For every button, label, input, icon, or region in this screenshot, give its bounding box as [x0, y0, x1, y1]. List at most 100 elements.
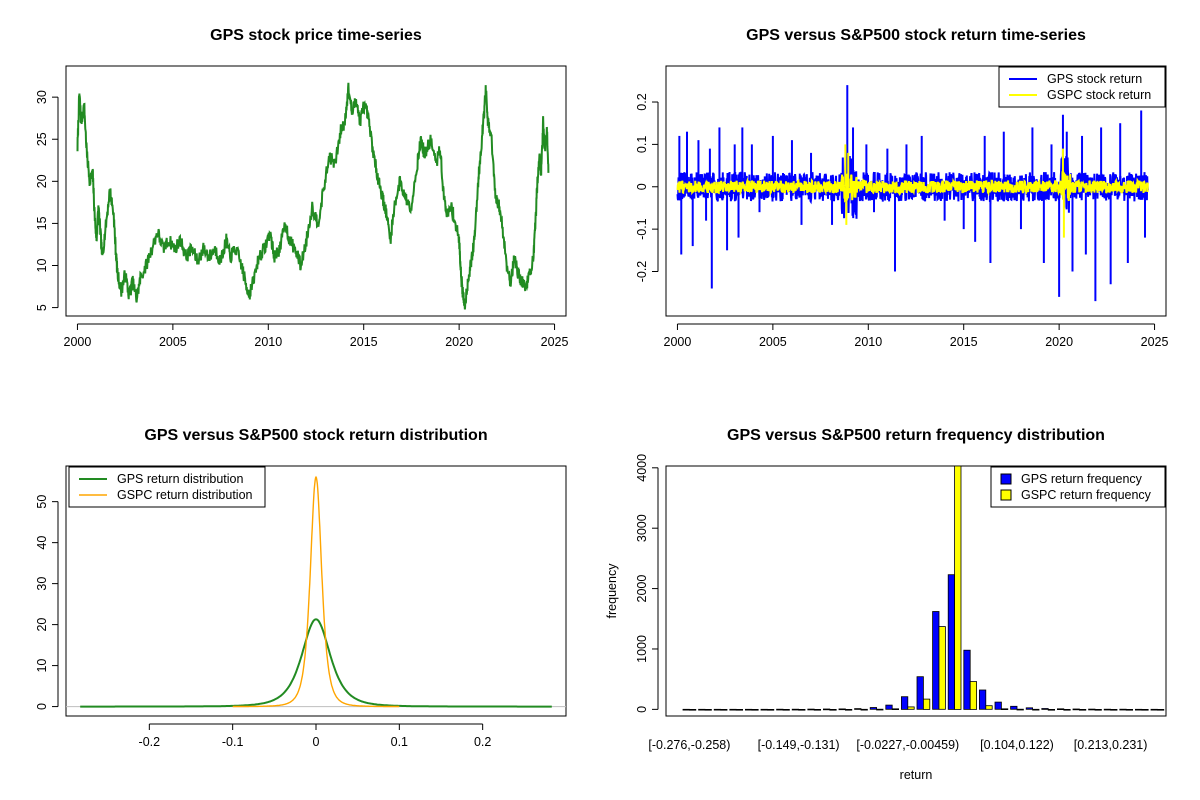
hist-bar-gps [1025, 707, 1033, 710]
y-tick-label: 0 [635, 183, 649, 190]
hist-bar-gspc [767, 709, 775, 711]
hist-bar-gspc [860, 708, 868, 711]
x-category-label: [0.213,0.231) [1074, 738, 1148, 752]
chart-panel-hist: GPS versus S&P500 return frequency distr… [605, 427, 1167, 782]
hist-bar-gps [869, 707, 878, 710]
y-tick-label: 50 [35, 495, 49, 509]
hist-bar-gspc [798, 709, 806, 711]
hist-bar-gps [1057, 708, 1065, 710]
y-tick-label: 10 [35, 258, 49, 272]
legend-box [998, 66, 1166, 108]
hist-bar-gspc [704, 709, 712, 711]
hist-bar-gps [979, 689, 987, 710]
hist-bar-gps [1150, 708, 1158, 711]
hist-bar-gspc [735, 709, 744, 711]
hist-bar-gps [1041, 708, 1049, 710]
hist-bar-gps [823, 708, 831, 711]
x-tick-label: 2015 [950, 335, 978, 349]
hist-bar-gps [1072, 708, 1080, 711]
hist-bar-gps [994, 701, 1002, 710]
hist-bar-gps [713, 708, 722, 711]
hist-bar-gspc [907, 706, 915, 710]
y-tick-label: -0.2 [635, 261, 649, 283]
y-axis-label: frequency [605, 563, 619, 619]
x-tick-label: 2010 [254, 335, 282, 349]
plot-frame [665, 65, 1167, 317]
y-tick-label: -0.1 [635, 218, 649, 240]
hist-bar-gspc [751, 709, 759, 711]
y-tick-label: 30 [35, 90, 49, 104]
y-tick-label: 5 [35, 304, 49, 311]
y-tick-label: 20 [35, 174, 49, 188]
hist-bar-gps [791, 708, 800, 711]
hist-bar-gspc [813, 709, 822, 711]
hist-bar-gps [682, 708, 690, 711]
hist-bar-gspc [720, 709, 728, 711]
x-axis-label: return [900, 768, 933, 782]
plot-frame [65, 65, 567, 317]
legend-label: GSPC stock return [1047, 88, 1151, 102]
hist-bar-gspc [938, 626, 946, 710]
hist-bar-gspc [1001, 708, 1009, 710]
hist-bar-gps [916, 676, 924, 710]
x-tick-label: 2000 [64, 335, 92, 349]
y-tick-label: 1000 [635, 635, 649, 663]
legend-label: GPS return frequency [1021, 472, 1143, 486]
y-tick-label: 10 [35, 659, 49, 673]
density-line-gspc [232, 475, 400, 708]
y-tick-label: 0 [35, 703, 49, 710]
hist-bar-gps [776, 708, 784, 711]
x-category-label: [-0.149,-0.131) [758, 738, 840, 752]
density-line-gps [80, 618, 552, 708]
x-tick-label: 2010 [854, 335, 882, 349]
hist-bar-gspc [969, 681, 978, 710]
hist-bar-gps [963, 649, 971, 710]
hist-bar-gspc [782, 709, 790, 711]
hist-bar-gspc [923, 698, 931, 710]
legend-box [990, 466, 1166, 508]
hist-bar-gspc [1032, 708, 1040, 711]
chart-title: GPS versus S&P500 return frequency distr… [727, 427, 1105, 444]
chart-panel-density: GPS versus S&P500 stock return distribut… [35, 427, 567, 749]
hist-bar-gspc [876, 708, 884, 711]
y-tick-label: 20 [35, 618, 49, 632]
x-category-label: [-0.0227,-0.00459) [856, 738, 959, 752]
y-tick-label: 3000 [635, 514, 649, 542]
hist-bar-gspc [985, 705, 993, 710]
legend-swatch [1000, 473, 1012, 485]
y-tick-label: 4000 [635, 454, 649, 482]
hist-bar-gps [1103, 708, 1111, 711]
x-tick-label: 2005 [759, 335, 787, 349]
hist-bar-gps [745, 708, 753, 711]
x-category-label: [-0.276,-0.258) [648, 738, 730, 752]
hist-bar-gspc [1094, 709, 1102, 711]
series-line-gps-price [76, 82, 550, 310]
x-category-label: [0.104,0.122) [980, 738, 1054, 752]
y-tick-label: 30 [35, 577, 49, 591]
chart-title: GPS versus S&P500 stock return time-seri… [746, 27, 1086, 44]
y-tick-label: 0 [635, 706, 649, 713]
hist-bar-gps [1010, 705, 1018, 710]
x-tick-label: 2005 [159, 335, 187, 349]
hist-bar-gps [1119, 708, 1127, 711]
x-tick-label: 2020 [1045, 335, 1073, 349]
hist-bar-gps [838, 708, 846, 711]
hist-bar-gps [729, 708, 737, 711]
hist-bar-gps [1135, 708, 1143, 711]
chart-title: GPS versus S&P500 stock return distribut… [144, 427, 487, 444]
x-tick-label: 2000 [664, 335, 692, 349]
hist-bar-gps [1088, 708, 1096, 711]
x-tick-label: 0.1 [391, 735, 408, 749]
hist-bar-gspc [1157, 709, 1165, 711]
x-tick-label: 2020 [445, 335, 473, 349]
plot-frame [65, 465, 567, 717]
y-tick-label: 0.2 [635, 93, 649, 110]
legend-label: GSPC return distribution [117, 488, 253, 502]
hist-bar-gps [698, 708, 706, 711]
hist-bar-gspc [689, 709, 697, 711]
y-tick-label: 2000 [635, 575, 649, 603]
hist-bar-gspc [845, 709, 853, 711]
x-tick-label: 2025 [1141, 335, 1169, 349]
hist-bar-gspc [1079, 709, 1087, 711]
